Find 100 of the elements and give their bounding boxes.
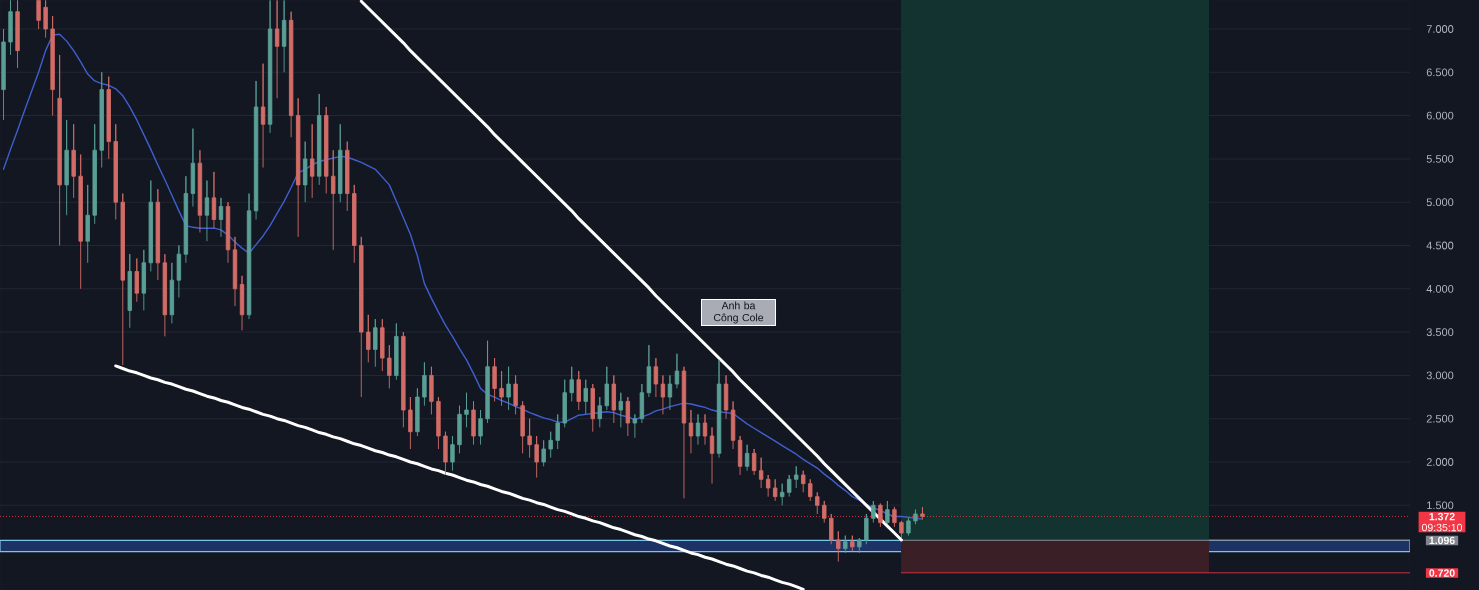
candlestick — [359, 236, 364, 398]
candlestick — [429, 366, 434, 415]
candlestick — [204, 180, 210, 242]
candlestick — [450, 435, 455, 472]
candlestick — [331, 149, 336, 251]
candlestick — [464, 392, 469, 428]
candlestick — [604, 366, 609, 411]
candlestick — [274, 0, 280, 99]
candlestick — [415, 387, 420, 437]
candlestick — [309, 123, 315, 199]
candlestick — [401, 331, 406, 428]
candlestick — [352, 184, 357, 264]
candlestick — [120, 193, 125, 366]
y-tick-label: 3.500 — [1426, 328, 1454, 336]
candlestick — [576, 370, 581, 411]
candlestick — [373, 318, 378, 368]
text: 09:35:10 — [1421, 523, 1463, 532]
candlestick — [295, 97, 301, 238]
candlestick — [864, 513, 869, 545]
candlestick — [513, 374, 518, 415]
candlestick — [478, 409, 483, 446]
candlestick — [829, 513, 834, 545]
candlestick — [906, 517, 911, 537]
candlestick — [15, 0, 20, 69]
candlestick — [288, 11, 294, 138]
y-tick-label: 5.500 — [1426, 155, 1454, 163]
candlestick — [562, 379, 567, 428]
y-tick-label: 4.000 — [1426, 284, 1454, 293]
candlestick — [590, 383, 595, 433]
candlestick — [225, 201, 231, 264]
ref-line-label: 1.372 — [1429, 512, 1455, 521]
candlestick — [786, 474, 792, 498]
candlestick — [57, 54, 62, 246]
candlestick — [822, 500, 827, 524]
candlestick — [394, 322, 399, 381]
candlestick — [639, 383, 645, 424]
candlestick — [843, 535, 848, 554]
candlestick — [302, 141, 308, 203]
candlestick — [387, 344, 392, 389]
candlestick — [765, 474, 771, 498]
candlestick — [611, 374, 617, 424]
candlestick — [632, 413, 638, 439]
candlestick — [408, 396, 413, 450]
annotation: Anh ba Công Cole — [713, 301, 764, 324]
candlestick — [338, 123, 343, 203]
candlestick — [569, 366, 574, 402]
candlestick — [92, 123, 97, 225]
candlestick — [71, 123, 76, 199]
candlestick — [50, 15, 55, 117]
candlestick — [218, 197, 224, 238]
candlestick — [772, 478, 778, 502]
candlestick — [520, 400, 525, 454]
candlestick — [499, 370, 504, 407]
candlestick — [709, 426, 715, 485]
candlestick — [183, 175, 189, 264]
candlestick — [141, 249, 147, 311]
candlestick — [85, 184, 90, 264]
candlestick — [148, 180, 154, 272]
candlestick — [597, 396, 602, 428]
candlestick — [688, 409, 694, 454]
candlestick — [239, 275, 245, 331]
candlestick — [695, 413, 701, 446]
candlestick — [548, 431, 553, 459]
candlestick — [324, 106, 329, 194]
candlestick — [155, 188, 161, 281]
candlestick — [281, 0, 287, 73]
y-tick-label: 3.000 — [1426, 371, 1454, 380]
y-tick-label: 6.000 — [1426, 111, 1454, 120]
candlestick — [106, 76, 111, 160]
candlestick — [113, 123, 118, 220]
candlestick — [878, 503, 883, 528]
candlestick — [744, 444, 750, 472]
candlestick — [815, 491, 820, 515]
candlestick — [8, 0, 13, 56]
candlestick — [1, 28, 6, 121]
candlestick — [716, 359, 722, 459]
candlestick — [779, 483, 785, 506]
y-tick-label: 2.500 — [1426, 414, 1454, 423]
candlestick — [702, 413, 708, 446]
candlestick — [36, 0, 41, 30]
candlestick — [758, 457, 764, 489]
candlestick — [871, 500, 876, 524]
candlestick — [197, 149, 203, 233]
candlestick — [899, 520, 904, 539]
y-tick-label: 5.000 — [1426, 198, 1454, 207]
candlestick — [345, 141, 350, 212]
candlestick — [794, 465, 799, 489]
y-tick-label: 6.500 — [1426, 68, 1454, 77]
candlestick — [380, 318, 385, 372]
candlestick — [892, 506, 897, 528]
y-tick-label: 7.000 — [1426, 25, 1454, 33]
candlestick — [485, 340, 490, 424]
candlestick — [162, 253, 168, 337]
candlestick — [99, 71, 104, 169]
candlestick — [653, 357, 659, 398]
candlestick — [43, 0, 48, 39]
candlestick — [674, 353, 680, 389]
y-tick-label: 4.500 — [1426, 241, 1454, 250]
candlestick — [801, 470, 806, 493]
candlestick — [211, 171, 217, 229]
